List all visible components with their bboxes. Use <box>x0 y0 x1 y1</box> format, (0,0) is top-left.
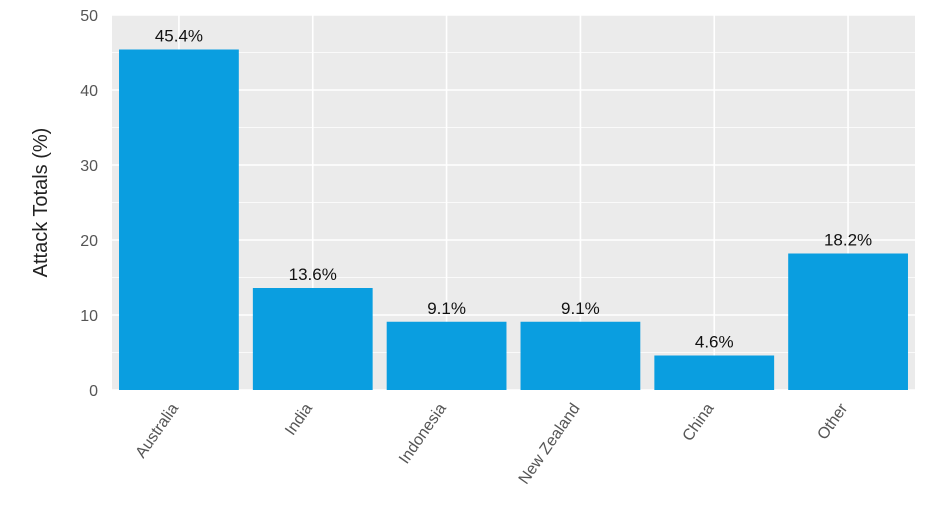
minor-gridlines <box>112 52 915 353</box>
x-tick-label: China <box>680 400 718 444</box>
bar-australia <box>119 49 239 390</box>
data-label: 18.2% <box>824 231 872 250</box>
x-tick-label: Indonesia <box>396 400 450 467</box>
data-label: 9.1% <box>561 299 600 318</box>
x-tick-label: Australia <box>133 400 183 461</box>
bar-other <box>788 253 908 390</box>
y-tick-label: 40 <box>80 83 98 100</box>
data-label: 45.4% <box>155 27 203 46</box>
data-label: 4.6% <box>695 333 734 352</box>
data-label: 9.1% <box>427 299 466 318</box>
major-gridlines <box>112 14 915 391</box>
x-tick-label: New Zealand <box>516 401 584 488</box>
x-tick-label: Other <box>814 400 851 443</box>
bar-new-zealand <box>520 321 641 390</box>
bar-indonesia <box>386 321 507 390</box>
bars-group <box>119 49 908 390</box>
y-tick-labels: 0 10 20 30 40 50 <box>80 8 98 400</box>
bar-china <box>654 355 775 390</box>
x-tick-label: India <box>282 400 316 438</box>
y-tick-label: 10 <box>80 308 98 325</box>
x-tick-labels: Australia India Indonesia New Zealand China O… <box>133 400 852 488</box>
y-tick-label: 20 <box>80 233 98 250</box>
y-tick-label: 30 <box>80 158 98 175</box>
y-axis-label: Attack Totals (%) <box>30 128 52 278</box>
data-label: 13.6% <box>289 265 337 284</box>
y-tick-label: 50 <box>80 8 98 25</box>
data-labels-group: 45.4% 13.6% 9.1% 9.1% 4.6% 18.2% <box>155 27 872 352</box>
y-tick-label: 0 <box>89 383 98 400</box>
bar-india <box>252 288 373 390</box>
